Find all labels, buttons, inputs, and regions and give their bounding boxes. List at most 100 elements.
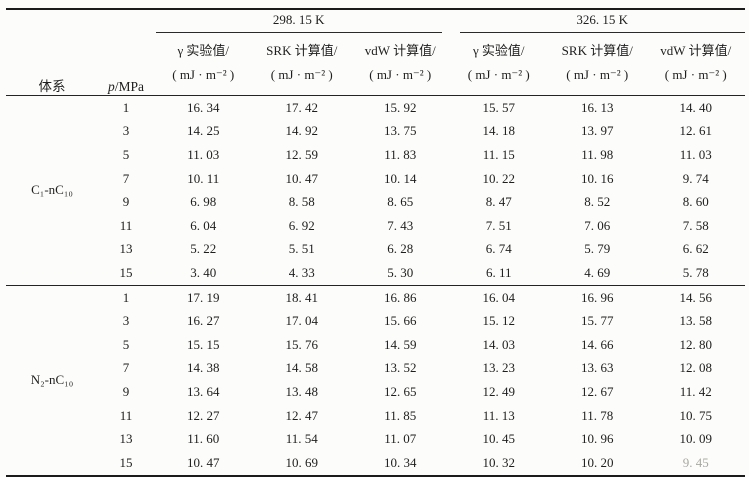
header-system-label: 体系 xyxy=(38,79,66,94)
data-cell: 10. 96 xyxy=(581,431,614,447)
data-cell: 13. 63 xyxy=(581,360,614,376)
data-cell: 6. 04 xyxy=(190,217,217,233)
data-cell: 12. 65 xyxy=(384,383,417,399)
pressure-value: 9 xyxy=(122,383,130,399)
data-cell: 10. 75 xyxy=(679,407,713,423)
data-cell: 5. 79 xyxy=(584,241,611,257)
data-cell: 12. 27 xyxy=(187,407,220,423)
data-cell: 8. 60 xyxy=(682,194,709,210)
temp-326-label: 326. 15 K xyxy=(459,10,745,33)
data-cell: 11. 54 xyxy=(285,431,318,447)
data-cell: 11. 60 xyxy=(187,431,220,447)
table-row: 15 3. 40 4. 33 5. 30 6. 11 4. 69 5. 78 xyxy=(6,261,745,285)
data-table: 体系 p/MPa 298. 15 K 326. 15 K γ 实验值/ ( mJ… xyxy=(6,8,745,477)
pressure-value: 3 xyxy=(122,313,130,329)
table-row: 7 14. 38 14. 58 13. 52 13. 23 13. 63 12. 08 xyxy=(6,357,745,381)
data-cell: 11. 85 xyxy=(384,407,417,423)
pressure-value: 15 xyxy=(119,264,133,280)
data-cell: 10. 32 xyxy=(482,454,516,470)
data-cell: 10. 47 xyxy=(285,170,319,186)
data-cell: 14. 92 xyxy=(285,123,319,139)
data-cell: 17. 04 xyxy=(285,313,319,329)
data-cell: 15. 57 xyxy=(482,99,516,115)
data-cell: 12. 61 xyxy=(679,123,713,139)
table-row: 3 14. 25 14. 92 13. 75 14. 18 13. 97 12. 61 xyxy=(6,120,745,144)
pressure-value: 9 xyxy=(122,194,130,210)
data-cell: 13. 48 xyxy=(285,383,319,399)
data-cell: 10. 14 xyxy=(384,170,417,186)
system-label: C₁-nC₁₀ xyxy=(31,182,73,198)
table-row: 9 6. 98 8. 58 8. 65 8. 47 8. 52 8. 60 xyxy=(6,190,745,214)
data-cell: 11. 03 xyxy=(187,146,220,162)
data-cell: 11. 42 xyxy=(679,383,712,399)
data-cell: 16. 04 xyxy=(449,284,548,310)
data-cell: 13. 75 xyxy=(384,123,417,139)
data-cell: 14. 59 xyxy=(384,336,417,352)
data-cell: 11. 78 xyxy=(581,407,614,423)
data-cell: 5. 78 xyxy=(682,264,709,280)
data-cell: 5. 51 xyxy=(288,241,315,257)
data-cell: 6. 11 xyxy=(485,264,512,280)
data-cell: 4. 33 xyxy=(288,264,315,280)
header-temp-326: 326. 15 K xyxy=(450,9,745,33)
pressure-value: 5 xyxy=(122,336,130,352)
data-cell: 5. 22 xyxy=(190,241,217,257)
table-row: 9 13. 64 13. 48 12. 65 12. 49 12. 67 11. 42 xyxy=(6,380,745,404)
data-cell: 15. 15 xyxy=(187,336,220,352)
data-cell: 11. 13 xyxy=(482,407,515,423)
data-cell: 11. 03 xyxy=(679,146,712,162)
data-cell: 9. 45 xyxy=(682,454,709,470)
data-cell: 6. 28 xyxy=(387,241,414,257)
data-cell: 14. 03 xyxy=(482,336,516,352)
pressure-value: 1 xyxy=(98,284,154,310)
data-cell: 14. 38 xyxy=(187,360,220,376)
pressure-value: 1 xyxy=(122,99,130,115)
data-cell: 13. 23 xyxy=(482,360,516,376)
paper-table-region: 体系 p/MPa 298. 15 K 326. 15 K γ 实验值/ ( mJ… xyxy=(6,8,745,477)
data-cell: 9. 74 xyxy=(682,170,709,186)
data-cell: 10. 09 xyxy=(679,431,713,447)
data-cell: 6. 92 xyxy=(288,217,315,233)
header-gamma-exp-298: γ 实验值/ ( mJ · m⁻² ) xyxy=(172,42,235,82)
data-cell: 5. 30 xyxy=(387,264,414,280)
data-cell: 16. 96 xyxy=(548,284,647,310)
data-cell: 6. 98 xyxy=(190,194,217,210)
data-cell: 10. 22 xyxy=(482,170,516,186)
table-row: 13 5. 22 5. 51 6. 28 6. 74 5. 79 6. 62 xyxy=(6,238,745,262)
data-cell: 14. 40 xyxy=(679,99,713,115)
table-row: 7 10. 11 10. 47 10. 14 10. 22 10. 16 9. 74 xyxy=(6,167,745,191)
data-cell: 7. 06 xyxy=(584,217,611,233)
data-cell: 14. 56 xyxy=(646,284,745,310)
header-temp-298: 298. 15 K xyxy=(154,9,450,33)
system-label: N₂-nC₁₀ xyxy=(6,284,98,476)
header-system: 体系 xyxy=(6,9,98,96)
data-cell: 16. 86 xyxy=(351,284,450,310)
data-cell: 11. 98 xyxy=(581,146,614,162)
data-cell: 12. 67 xyxy=(581,383,614,399)
data-cell: 4. 69 xyxy=(584,264,611,280)
pressure-value: 5 xyxy=(122,146,130,162)
header-vdw-calc-298: vdW 计算值/ ( mJ · m⁻² ) xyxy=(364,42,436,82)
data-cell: 3. 40 xyxy=(190,264,217,280)
data-cell: 17. 19 xyxy=(154,284,253,310)
data-cell: 15. 76 xyxy=(285,336,319,352)
data-cell: 8. 52 xyxy=(584,194,611,210)
data-cell: 16. 13 xyxy=(581,99,614,115)
pressure-symbol: p xyxy=(107,79,115,94)
data-cell: 7. 43 xyxy=(387,217,414,233)
pressure-value: 11 xyxy=(119,407,133,423)
header-vdw-calc-326: vdW 计算值/ ( mJ · m⁻² ) xyxy=(660,42,732,82)
data-cell: 14. 58 xyxy=(285,360,319,376)
table-row: 3 16. 27 17. 04 15. 66 15. 12 15. 77 13. 58 xyxy=(6,309,745,333)
pressure-unit: /MPa xyxy=(114,79,144,94)
data-cell: 10. 11 xyxy=(187,170,220,186)
data-cell: 15. 92 xyxy=(384,99,417,115)
data-cell: 12. 59 xyxy=(285,146,319,162)
table-row: 15 10. 47 10. 69 10. 34 10. 32 10. 20 9. 45 xyxy=(6,451,745,476)
pressure-value: 3 xyxy=(122,123,130,139)
table-row: 11 12. 27 12. 47 11. 85 11. 13 11. 78 10. 75 xyxy=(6,404,745,428)
header-srk-calc-298: SRK 计算值/ ( mJ · m⁻² ) xyxy=(266,42,338,82)
data-cell: 12. 80 xyxy=(679,336,713,352)
pressure-value: 7 xyxy=(122,170,130,186)
data-cell: 10. 16 xyxy=(581,170,614,186)
